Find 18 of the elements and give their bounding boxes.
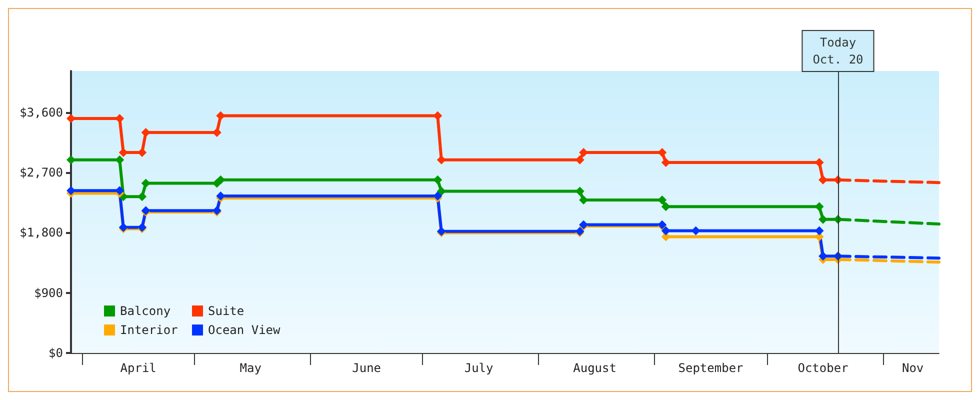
x-tick-label: August xyxy=(573,361,616,375)
legend-label: Interior xyxy=(120,323,178,337)
legend-label: Suite xyxy=(208,304,244,318)
x-tick-label: September xyxy=(678,361,744,375)
legend-label: Balcony xyxy=(120,304,171,318)
x-tick-label: June xyxy=(352,361,382,375)
x-tick-label: April xyxy=(120,361,156,375)
x-tick-label: May xyxy=(240,361,262,375)
y-tick-label: $3,600 xyxy=(20,105,63,120)
y-tick-label: $0 xyxy=(48,346,63,360)
y-tick-label: $900 xyxy=(34,286,63,300)
y-tick-label: $2,700 xyxy=(20,166,63,180)
x-tick-label: October xyxy=(798,361,848,375)
x-tick-label: July xyxy=(464,361,494,375)
y-tick-label: $1,800 xyxy=(20,226,63,240)
legend-label: Ocean View xyxy=(208,323,282,337)
ref-line-label: Today Oct. 20 xyxy=(812,36,864,66)
x-tick-label: Nov xyxy=(902,361,924,375)
